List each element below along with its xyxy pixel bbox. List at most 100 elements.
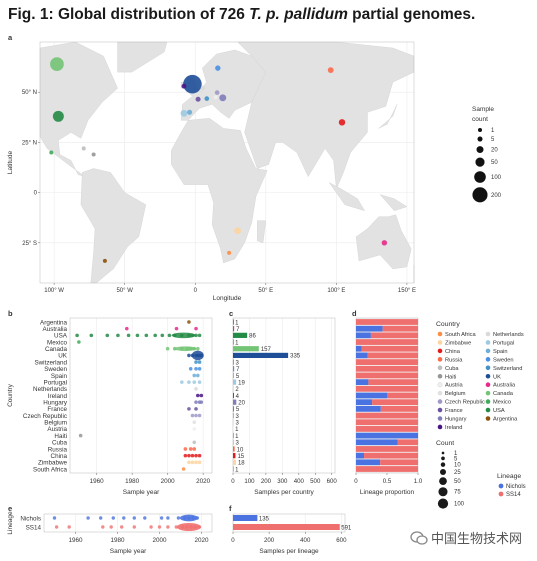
panel-c-value-label: 3 bbox=[235, 414, 239, 420]
panel-d-bar-nichols bbox=[356, 325, 383, 332]
panel-b-point bbox=[199, 393, 204, 398]
panel-d-bar-ss14 bbox=[356, 339, 418, 345]
panel-b-point bbox=[199, 400, 204, 404]
panel-b-point bbox=[165, 346, 170, 351]
land-south-america bbox=[80, 168, 147, 284]
country-legend-swatch bbox=[437, 382, 443, 388]
panel-f-x-tick-label: 400 bbox=[300, 537, 311, 544]
map-point-austria bbox=[213, 95, 218, 100]
panel-e-frame bbox=[43, 513, 213, 533]
panel-c-value-label: 15 bbox=[237, 454, 244, 460]
country-legend-swatch bbox=[437, 424, 443, 430]
country-legend-label: Zimbabwe bbox=[445, 340, 471, 346]
panel-d-bar-nichols bbox=[356, 439, 398, 446]
land-new-guinea bbox=[379, 194, 408, 211]
panel-b-country-label: Portugal bbox=[44, 379, 67, 386]
panel-f-frame bbox=[232, 513, 346, 533]
panel-b-country-label: China bbox=[51, 453, 68, 460]
country-legend-swatch bbox=[437, 407, 443, 413]
panel-b-x-tick-label: 1960 bbox=[90, 478, 105, 485]
count-legend-title: Count bbox=[436, 440, 454, 447]
panel-c-value-label: 157 bbox=[261, 347, 272, 353]
panel-b-point bbox=[192, 373, 197, 378]
panel-d-letter: d bbox=[352, 309, 357, 318]
panel-d-bar-ss14 bbox=[356, 426, 418, 432]
map-y-tick-label: 25° S bbox=[22, 241, 37, 247]
country-legend-label: Cuba bbox=[445, 366, 459, 372]
panel-c-x-tick-label: 500 bbox=[310, 478, 321, 485]
count-legend-label: 5 bbox=[454, 456, 458, 462]
panel-c-bar bbox=[233, 406, 234, 412]
panel-c-bar bbox=[233, 352, 289, 359]
panel-e-point bbox=[149, 525, 153, 529]
panel-b-x-tick-label: 2020 bbox=[196, 478, 211, 485]
country-legend-label: France bbox=[445, 408, 463, 414]
size-legend-label: 5 bbox=[491, 137, 495, 143]
panel-c-x-tick-label: 0 bbox=[231, 478, 235, 485]
panel-e-point bbox=[159, 516, 164, 520]
panel-b-point bbox=[192, 440, 197, 445]
panel-e-lineage-label: Nichols bbox=[20, 515, 41, 522]
country-legend-label: Sweden bbox=[493, 357, 514, 363]
panel-e-lineage-label: SS14 bbox=[26, 524, 42, 531]
panel-c-value-label: 1 bbox=[235, 467, 239, 473]
panel-b-point bbox=[192, 447, 197, 451]
panel-c-value-label: 20 bbox=[238, 400, 245, 406]
panel-d-bar-nichols bbox=[356, 332, 371, 339]
panel-f-bar bbox=[233, 524, 340, 530]
panel-c-value-label: 10 bbox=[237, 447, 244, 453]
panel-b-point bbox=[125, 326, 129, 331]
size-legend-title: Sample bbox=[472, 106, 494, 113]
panel-b-point bbox=[194, 360, 198, 364]
panel-c-frame bbox=[232, 317, 336, 474]
panel-c-value-label: 3 bbox=[235, 421, 239, 427]
panel-d-bar-nichols bbox=[356, 392, 387, 399]
count-legend-label: 1 bbox=[454, 451, 458, 457]
map-land bbox=[39, 41, 415, 284]
panel-e-x-tick-label: 1960 bbox=[68, 537, 83, 544]
map-x-tick-label: 50° E bbox=[258, 288, 273, 294]
panel-b-point bbox=[194, 366, 198, 371]
panel-b-point bbox=[188, 447, 193, 451]
size-legend-title: count bbox=[472, 116, 488, 123]
panel-b-point bbox=[167, 333, 172, 338]
panel-d-bar-ss14 bbox=[372, 399, 418, 406]
country-legend-swatch bbox=[437, 331, 443, 337]
panel-c-value-label: 5 bbox=[236, 407, 240, 413]
figure-title-prefix: Fig. 1: Global distribution of 726 bbox=[8, 6, 250, 23]
panel-b-point bbox=[105, 333, 110, 338]
panel-e-x-tick-label: 1980 bbox=[110, 537, 125, 544]
panel-e-point bbox=[132, 516, 136, 520]
panel-c-bar bbox=[233, 419, 234, 425]
panel-c-bar bbox=[233, 446, 235, 452]
count-legend-dot bbox=[438, 487, 448, 497]
size-legend-label: 1 bbox=[491, 128, 495, 134]
panel-c-x-tick-label: 100 bbox=[244, 478, 255, 485]
map-point-france bbox=[195, 96, 201, 102]
size-legend-label: 200 bbox=[491, 193, 502, 199]
panel-d-bar-nichols bbox=[356, 405, 381, 412]
size-legend-dot bbox=[477, 127, 483, 133]
panel-b-country-label: UK bbox=[58, 353, 68, 360]
panel-b-point bbox=[174, 326, 179, 331]
land-madagascar bbox=[257, 220, 267, 244]
panel-c-bar bbox=[233, 339, 234, 345]
country-legend-label: Haiti bbox=[445, 374, 456, 380]
panel-b-country-label: Switzerland bbox=[34, 359, 67, 366]
map-point-sweden bbox=[215, 65, 221, 71]
map-point-spain bbox=[187, 109, 193, 115]
map-point-south-africa bbox=[227, 250, 232, 255]
country-legend-label: Switzerland bbox=[493, 366, 522, 372]
panel-f-x-tick-label: 200 bbox=[264, 537, 275, 544]
panel-f-value-label: 135 bbox=[259, 516, 270, 522]
panel-e-x-tick-label: 2000 bbox=[152, 537, 167, 544]
panel-b-country-label: France bbox=[47, 406, 67, 413]
panel-e-point bbox=[166, 525, 170, 529]
panel-b-point bbox=[196, 373, 200, 378]
panel-d-bar-ss14 bbox=[368, 379, 418, 386]
map-point-cuba bbox=[81, 146, 86, 151]
map-point-zimbabwe bbox=[234, 227, 241, 235]
panel-b-point bbox=[187, 460, 191, 465]
panel-b-country-label: Argentina bbox=[40, 319, 67, 326]
panel-e-point bbox=[54, 525, 59, 529]
